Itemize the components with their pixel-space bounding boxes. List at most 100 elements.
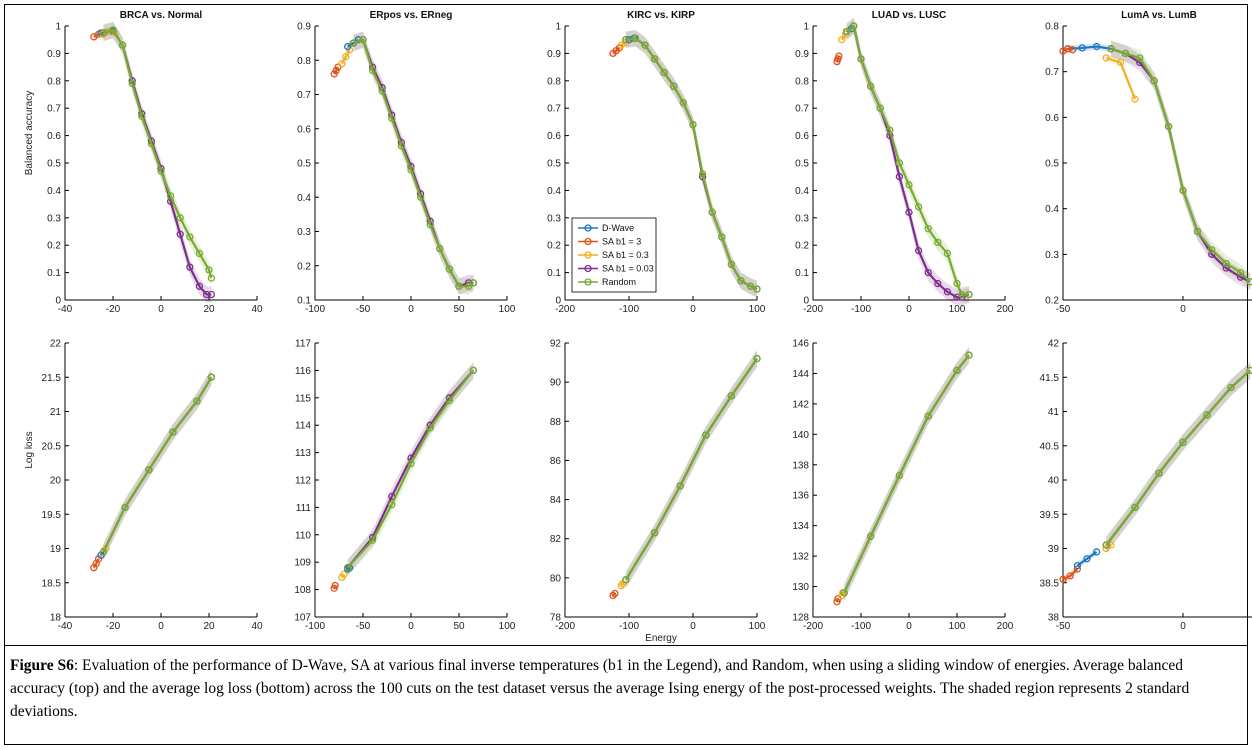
legend-item-sa-b1-0-3: SA b1 = 0.3 (578, 250, 649, 260)
legend-label: SA b1 = 0.03 (602, 264, 654, 274)
data-point (611, 589, 619, 598)
y-tick-label: 0.3 (547, 213, 561, 224)
series-random (349, 36, 478, 290)
band-random (103, 369, 212, 561)
x-tick-label: 20 (203, 304, 215, 315)
data-point (965, 290, 973, 299)
panel-title: LumA vs. LumB (1121, 10, 1197, 21)
x-tick-label: 0 (158, 304, 164, 315)
x-tick-label: -200 (555, 621, 575, 632)
data-point (1208, 246, 1216, 254)
data-point (169, 428, 177, 436)
data-point (436, 244, 444, 253)
y-tick-label: 18 (50, 613, 62, 624)
y-tick-label: 0.6 (47, 131, 61, 142)
y-tick-label: 0.4 (297, 193, 311, 204)
series-sa-b1-0-3 (338, 46, 354, 68)
data-point (708, 208, 716, 216)
y-tick-label: 84 (550, 495, 562, 506)
x-tick-label: -200 (555, 304, 575, 315)
y-tick-label: 0.6 (547, 131, 561, 142)
y-tick-label: 38 (1048, 613, 1060, 624)
data-point (650, 529, 659, 537)
y-tick-label: 108 (294, 585, 311, 596)
series-line (347, 566, 351, 570)
y-tick-label: 0.6 (795, 131, 809, 142)
data-point (207, 290, 216, 299)
band-random (1106, 362, 1251, 554)
panel-title: BRCA vs. Normal (120, 10, 203, 21)
data-point (166, 192, 175, 200)
data-point (1078, 44, 1086, 52)
y-tick-label: 0.7 (1045, 67, 1059, 78)
y-tick-label: 0 (555, 296, 561, 307)
data-point (445, 396, 454, 405)
y-tick-label: 112 (295, 476, 311, 487)
panel-erpos-vs-erneg-bottom: -100 -50 0 50 100 107 108 109 110 111 112 113 114 115… (294, 339, 515, 633)
y-tick-label: 0.6 (297, 124, 311, 135)
data-point (455, 282, 463, 290)
y-tick-label: 107 (294, 613, 311, 624)
y-tick-label: 0.8 (47, 76, 61, 87)
series-line (625, 37, 758, 291)
y-tick-label: 136 (792, 491, 809, 502)
data-point (631, 34, 640, 42)
data-point (953, 279, 961, 288)
data-point (147, 140, 156, 148)
data-point (349, 39, 358, 47)
data-point (195, 249, 204, 258)
data-point (202, 290, 211, 299)
series-sa-b1-0-03 (1107, 45, 1252, 286)
data-point (1150, 77, 1158, 85)
data-point (953, 366, 961, 375)
panel-brca-vs-normal-bottom: -40 -20 0 20 40 18 18.5 19 19.5 20 20.5 21 21.5 22 Log… (24, 339, 263, 633)
y-tick-label: 109 (294, 558, 311, 569)
data-point (924, 268, 932, 277)
y-tick-label: 0.5 (47, 159, 61, 170)
band-sa-b1-0-03 (625, 350, 757, 589)
series-random (1102, 366, 1252, 549)
data-point (727, 392, 736, 400)
data-point (157, 167, 165, 175)
x-tick-label: 40 (251, 621, 263, 632)
x-tick-label: 100 (499, 621, 516, 632)
legend-marker (584, 251, 592, 259)
data-point (1102, 54, 1110, 62)
data-point (905, 181, 913, 189)
data-point (698, 170, 707, 178)
data-point (1131, 95, 1139, 103)
data-point (1083, 555, 1091, 563)
data-point (676, 482, 684, 490)
y-tick-label: 41.5 (1040, 373, 1060, 384)
series-line (1076, 551, 1098, 567)
panel-title: LUAD vs. LUSC (872, 10, 946, 21)
y-tick-label: 19.5 (42, 510, 62, 521)
series-random (99, 373, 216, 556)
y-tick-label: 0.3 (297, 227, 311, 238)
data-point (99, 548, 108, 556)
series-line (612, 592, 616, 597)
series-sa-b1-3 (330, 581, 339, 592)
series-line (102, 376, 213, 553)
band-random (844, 346, 969, 601)
y-tick-label: 92 (550, 339, 562, 350)
series-random (840, 351, 973, 597)
data-point (445, 265, 454, 273)
y-tick-label: 0.5 (547, 159, 561, 170)
data-point (1222, 264, 1230, 272)
series-line (103, 29, 213, 279)
series-line (624, 358, 758, 581)
data-point (746, 282, 755, 290)
data-point (850, 22, 858, 30)
series-line (1110, 47, 1251, 283)
x-tick-label: 50 (453, 304, 465, 315)
panel-kirc-vs-kirp-top: -200 -100 0 100 0 0.1 0.2 0.3 0.4 0.5 0.6 0.7 0.8 0.9… (547, 10, 766, 315)
legend-label: D-Wave (602, 223, 634, 233)
data-point (753, 285, 761, 293)
data-point (914, 203, 923, 211)
data-point (416, 193, 425, 201)
x-tick-label: 0 (158, 621, 164, 632)
y-tick-label: 0.3 (1045, 250, 1059, 261)
y-tick-label: 0.9 (47, 49, 61, 60)
y-tick-label: 0.5 (795, 159, 809, 170)
